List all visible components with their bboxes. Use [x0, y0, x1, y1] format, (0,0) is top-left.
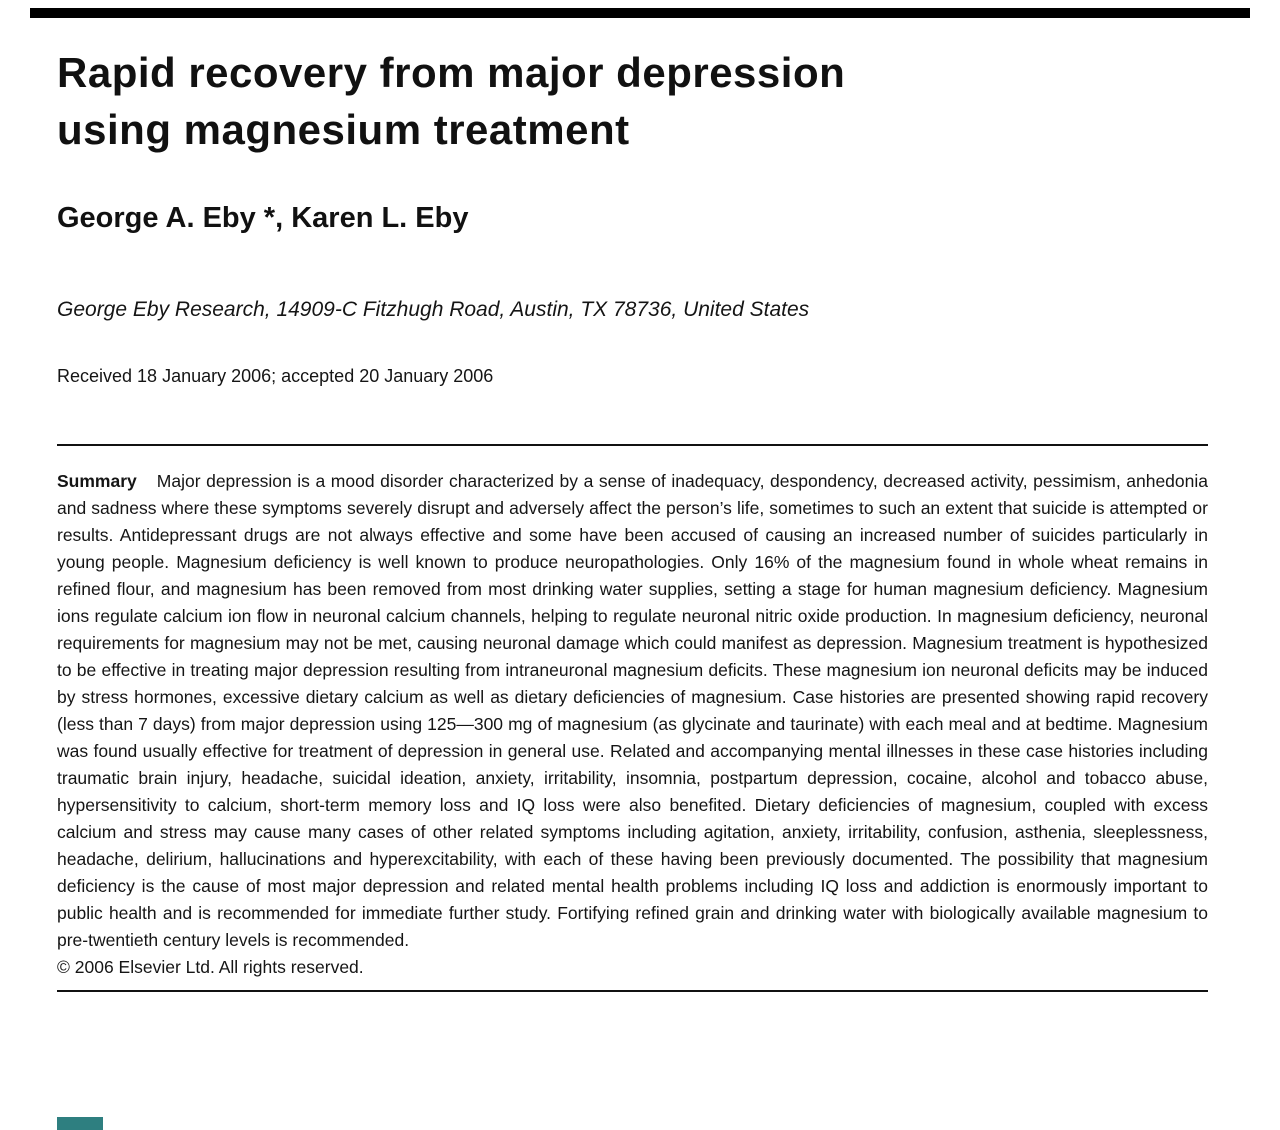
header-bar	[30, 8, 1250, 18]
received-dates: Received 18 January 2006; accepted 20 Ja…	[57, 366, 494, 386]
title-line-2: using magnesium treatment	[57, 106, 630, 153]
summary-label: Summary	[57, 471, 137, 491]
divider-bottom	[57, 990, 1208, 992]
paper-page: Rapid recovery from major depression usi…	[57, 0, 1208, 992]
title-line-1: Rapid recovery from major depression	[57, 49, 846, 96]
summary-text: Major depression is a mood disorder char…	[57, 471, 1208, 950]
affiliation: George Eby Research, 14909-C Fitzhugh Ro…	[57, 298, 810, 321]
summary-paragraph: Summary Major depression is a mood disord…	[57, 468, 1208, 954]
copyright-line: © 2006 Elsevier Ltd. All rights reserved…	[57, 957, 364, 977]
footer-accent-badge	[57, 1117, 103, 1130]
paper-title: Rapid recovery from major depression usi…	[57, 0, 1208, 158]
divider-top	[57, 444, 1208, 446]
authors-line: George A. Eby *, Karen L. Eby	[57, 202, 469, 234]
